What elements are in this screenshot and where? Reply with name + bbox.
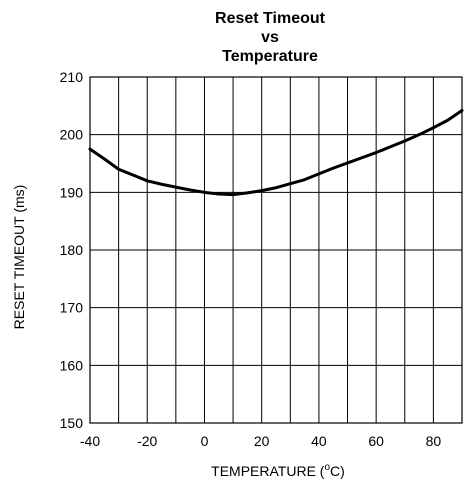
y-tick-label: 190	[60, 184, 84, 200]
x-tick-label: -20	[137, 433, 157, 449]
y-tick-label: 210	[60, 69, 84, 85]
y-tick-label: 200	[60, 127, 84, 143]
y-axis-title: RESET TIMEOUT (ms)	[11, 185, 27, 330]
y-tick-labels: 150 160 170 180 190 200 210	[60, 69, 84, 431]
x-axis-title-text: TEMPERATURE (	[211, 463, 325, 479]
x-tick-label: 20	[254, 433, 270, 449]
chart-title-line-2: vs	[261, 29, 279, 46]
chart-title-line-1: Reset Timeout	[215, 10, 326, 27]
x-axis-unit: C)	[330, 463, 345, 479]
chart-title: Reset Timeout vs Temperature	[215, 10, 326, 65]
y-tick-label: 180	[60, 242, 84, 258]
chart-title-line-3: Temperature	[222, 48, 318, 65]
x-tick-label: 40	[311, 433, 327, 449]
plot-frame	[89, 76, 463, 424]
x-tick-label: 80	[426, 433, 442, 449]
y-tick-label: 170	[60, 300, 84, 316]
x-tick-labels: -40 -20 0 20 40 60 80	[80, 433, 441, 449]
series-line	[88, 108, 464, 197]
x-axis-degree-symbol: o	[324, 462, 330, 473]
plot-border	[89, 76, 463, 424]
grid	[90, 77, 462, 423]
x-tick-label: -40	[80, 433, 100, 449]
x-tick-label: 60	[368, 433, 384, 449]
x-axis-title: TEMPERATURE (oC)	[211, 462, 345, 479]
series-group	[88, 108, 464, 197]
y-tick-label: 160	[60, 357, 84, 373]
x-tick-label: 0	[201, 433, 209, 449]
y-tick-label: 150	[60, 415, 84, 431]
